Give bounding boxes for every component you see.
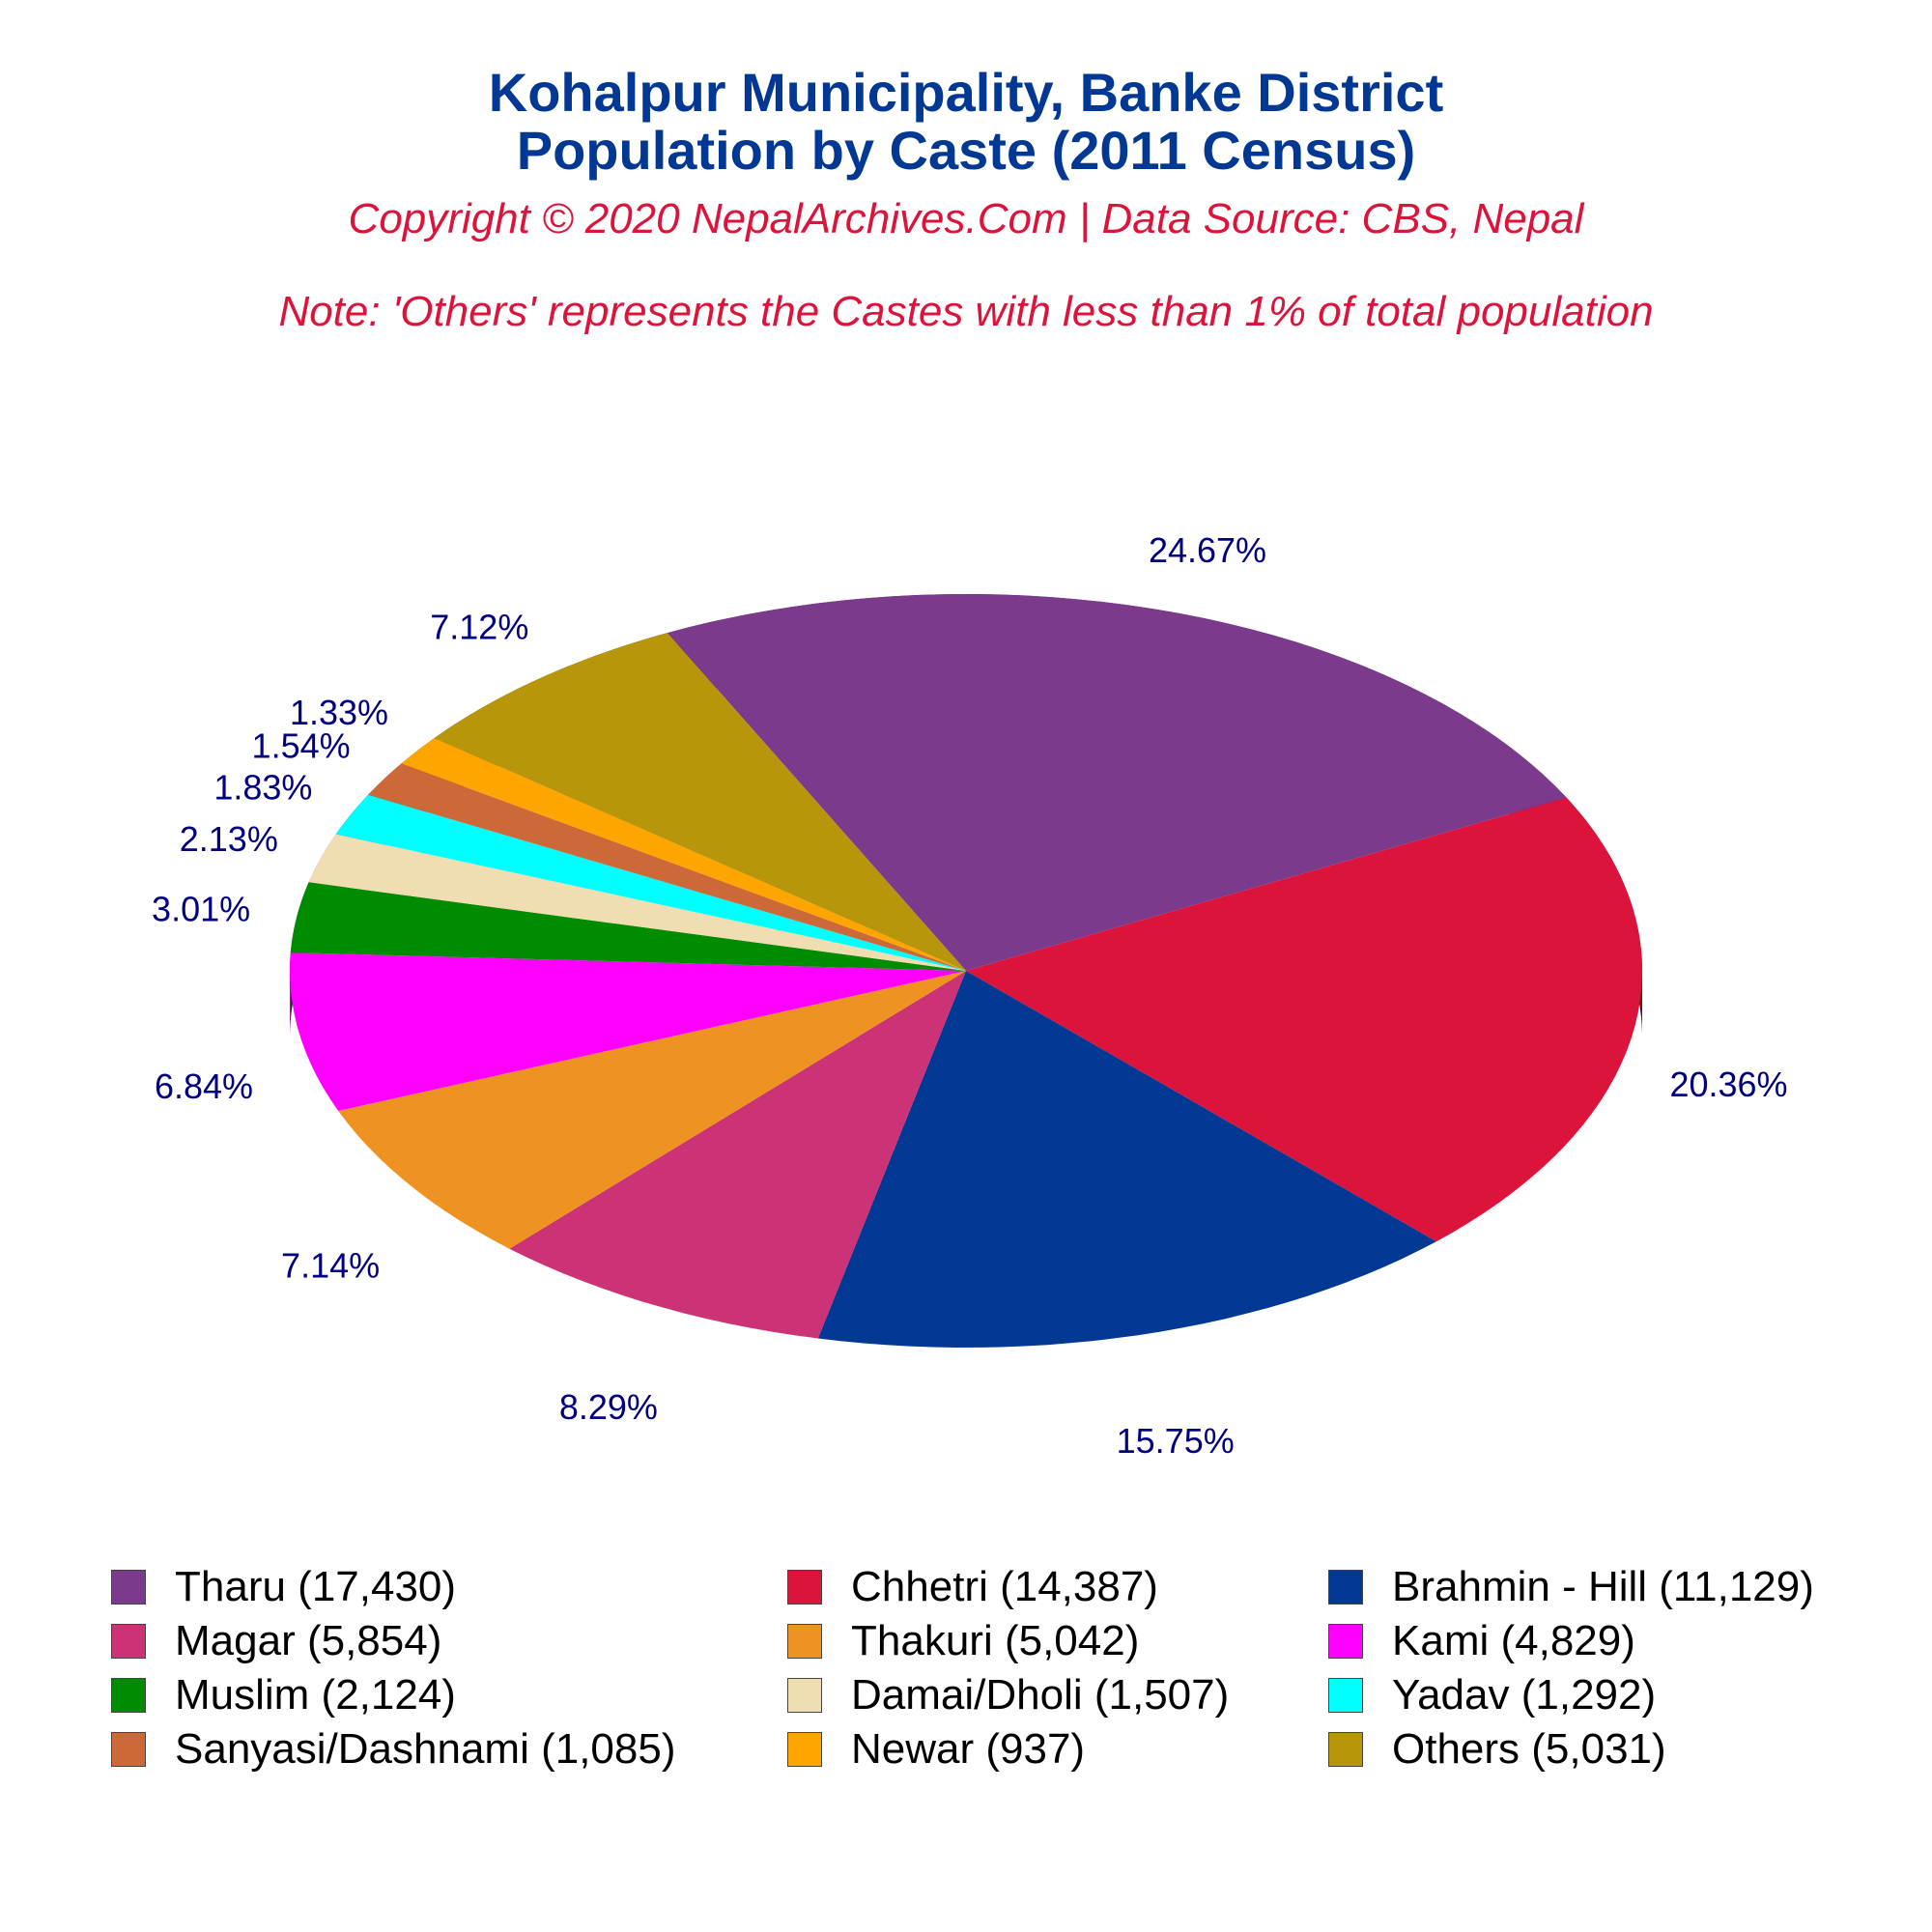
pie-slice-thakuri — [338, 971, 966, 1249]
legend-swatch — [111, 1624, 146, 1659]
legend-item-damai-dholi: Damai/Dholi (1,507) — [787, 1668, 1229, 1722]
legend-swatch — [111, 1570, 146, 1605]
pie-label-magar: 8.29% — [559, 1387, 658, 1427]
pie-label-kami: 6.84% — [155, 1066, 253, 1106]
legend-item-chhetri: Chhetri (14,387) — [787, 1560, 1158, 1614]
pie-slice-newar — [401, 738, 966, 971]
pie-label-brahmin-hill: 15.75% — [1117, 1421, 1235, 1461]
legend-swatch — [111, 1732, 146, 1767]
pie-label-sanyasi-dashnami: 1.54% — [252, 726, 351, 766]
pie-labels: 24.67% 20.36% 15.75% 8.29% 7.14% 6.84% 3.01% 2.… — [152, 530, 1787, 1461]
legend-label: Muslim (2,124) — [175, 1671, 456, 1719]
pie-label-chhetri: 20.36% — [1669, 1065, 1787, 1104]
pie-slice-brahmin-hill — [817, 971, 1436, 1348]
legend-swatch — [1328, 1570, 1363, 1605]
legend-label: Kami (4,829) — [1392, 1617, 1635, 1664]
pie-slice-sanyasi-dashnami — [368, 763, 967, 971]
pie-label-newar: 1.33% — [290, 693, 388, 732]
legend-swatch — [1328, 1624, 1363, 1659]
pie-label-tharu: 24.67% — [1149, 530, 1266, 570]
legend-swatch — [787, 1570, 822, 1605]
pie-chart: 24.67% 20.36% 15.75% 8.29% 7.14% 6.84% 3.01% 2.… — [152, 530, 1787, 1461]
pie-slice-others — [434, 633, 967, 971]
chart-note: Note: 'Others' represents the Castes wit… — [278, 288, 1654, 335]
pie-slice-muslim — [290, 882, 966, 971]
legend-item-newar: Newar (937) — [787, 1722, 1085, 1776]
legend-item-sanyasi-dashnami: Sanyasi/Dashnami (1,085) — [111, 1722, 675, 1776]
legend-item-others: Others (5,031) — [1328, 1722, 1666, 1776]
pie-label-muslim: 3.01% — [152, 890, 250, 929]
legend-swatch — [787, 1624, 822, 1659]
legend-swatch — [1328, 1732, 1363, 1767]
chart-title-line2: Population by Caste (2011 Census) — [516, 120, 1416, 181]
legend-label: Damai/Dholi (1,507) — [851, 1671, 1230, 1719]
legend-label: Newar (937) — [851, 1725, 1086, 1773]
legend-item-muslim: Muslim (2,124) — [111, 1668, 456, 1722]
pie-slice-tharu — [667, 594, 1567, 971]
pie-slice-magar — [509, 971, 966, 1339]
legend-label: Sanyasi/Dashnami (1,085) — [175, 1725, 676, 1773]
legend-label: Chhetri (14,387) — [851, 1563, 1158, 1610]
legend-item-yadav: Yadav (1,292) — [1328, 1668, 1656, 1722]
chart-subtitle: Copyright © 2020 NepalArchives.Com | Dat… — [348, 195, 1584, 242]
chart-title: Kohalpur Municipality, Banke District — [488, 62, 1444, 123]
legend-swatch — [787, 1678, 822, 1713]
pie-slice-chhetri — [966, 797, 1642, 1242]
legend-label: Tharu (17,430) — [175, 1563, 457, 1610]
legend-item-brahmin-hill: Brahmin - Hill (11,129) — [1328, 1560, 1814, 1614]
legend-swatch — [111, 1678, 146, 1713]
pie-slice-kami — [290, 952, 967, 1111]
legend-item-magar: Magar (5,854) — [111, 1614, 441, 1668]
pie-slice-yadav — [335, 794, 966, 971]
legend: Tharu (17,430) Chhetri (14,387) Brahmin - … — [0, 1560, 1932, 1850]
pie-label-others: 7.12% — [430, 608, 528, 647]
legend-swatch — [1328, 1678, 1363, 1713]
legend-swatch — [787, 1732, 822, 1767]
legend-label: Thakuri (5,042) — [851, 1617, 1140, 1664]
pie-label-damai-dholi: 2.13% — [180, 819, 278, 859]
legend-label: Magar (5,854) — [175, 1617, 442, 1664]
pie-tops — [290, 594, 1642, 1348]
legend-item-tharu: Tharu (17,430) — [111, 1560, 456, 1614]
pie-label-yadav: 1.83% — [213, 768, 312, 808]
legend-item-thakuri: Thakuri (5,042) — [787, 1614, 1139, 1668]
legend-label: Brahmin - Hill (11,129) — [1392, 1563, 1814, 1610]
legend-label: Yadav (1,292) — [1392, 1671, 1657, 1719]
pie-label-thakuri: 7.14% — [281, 1246, 380, 1286]
pie-slice-damai-dholi — [308, 834, 967, 971]
legend-label: Others (5,031) — [1392, 1725, 1666, 1773]
legend-item-kami: Kami (4,829) — [1328, 1614, 1635, 1668]
